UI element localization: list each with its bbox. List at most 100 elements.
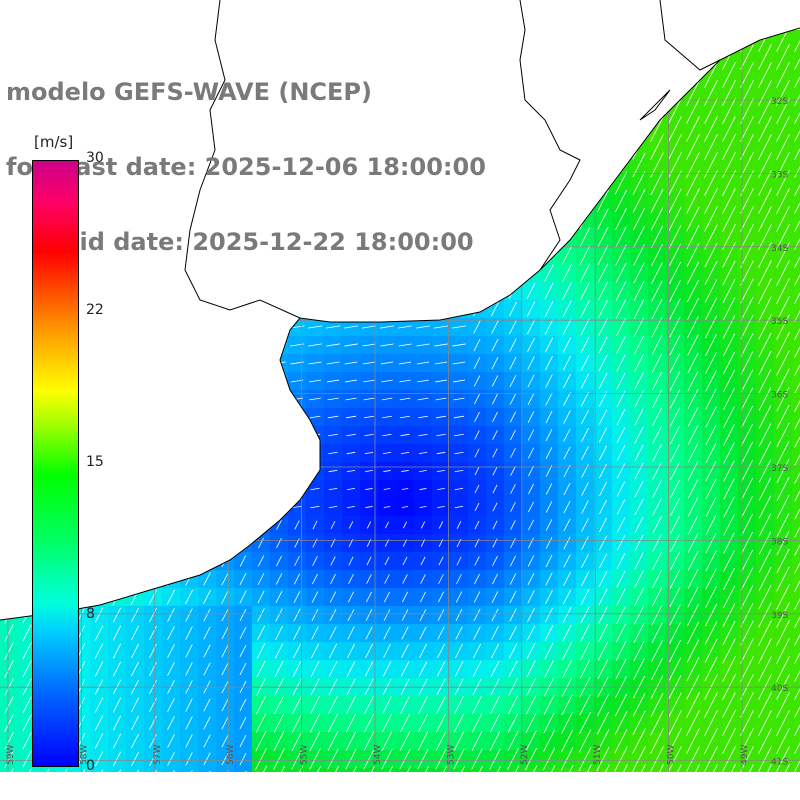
wind-arrow bbox=[366, 521, 372, 529]
wind-arrow bbox=[294, 555, 300, 567]
wind-arrow bbox=[614, 189, 628, 213]
wind-arrow bbox=[492, 556, 498, 566]
wind-arrow bbox=[167, 734, 175, 748]
wind-arrow bbox=[489, 748, 501, 770]
wind-arrow bbox=[345, 731, 357, 751]
wind-cell bbox=[792, 660, 800, 678]
wind-arrow bbox=[381, 731, 393, 751]
wind-arrow bbox=[167, 716, 175, 730]
wind-arrow bbox=[614, 693, 628, 717]
wind-arrow bbox=[185, 626, 193, 640]
wind-arrow bbox=[794, 454, 800, 466]
wind-arrow bbox=[776, 548, 790, 574]
lat-label: 32S bbox=[771, 97, 788, 107]
wind-arrow bbox=[758, 314, 772, 340]
wind-arrow bbox=[670, 533, 680, 553]
wind-arrow bbox=[615, 658, 627, 680]
wind-arrow bbox=[758, 405, 772, 429]
wind-arrow bbox=[563, 410, 571, 424]
wind-arrow bbox=[325, 325, 341, 329]
wind-arrow bbox=[309, 415, 321, 419]
wind-arrow bbox=[527, 411, 535, 423]
wind-arrow bbox=[758, 296, 772, 322]
wind-arrow bbox=[345, 713, 357, 733]
wind-arrow bbox=[704, 603, 718, 627]
wind-arrow bbox=[417, 713, 429, 733]
wind-arrow bbox=[400, 415, 410, 419]
wind-arrow bbox=[239, 662, 247, 676]
wind-arrow bbox=[704, 116, 718, 142]
wind-cell bbox=[792, 66, 800, 84]
wind-arrow bbox=[597, 694, 609, 716]
wind-arrow bbox=[704, 62, 718, 88]
wind-arrow bbox=[203, 589, 211, 605]
wind-arrow bbox=[651, 262, 663, 284]
wind-arrow bbox=[686, 639, 700, 663]
wind-arrow bbox=[401, 626, 409, 640]
wind-arrow bbox=[400, 661, 410, 677]
wind-arrow bbox=[545, 410, 553, 424]
wind-cell bbox=[792, 480, 800, 498]
wind-arrow bbox=[400, 713, 410, 733]
wind-arrow bbox=[741, 531, 753, 555]
wind-arrow bbox=[311, 591, 319, 603]
wind-arrow bbox=[632, 728, 646, 754]
wind-arrow bbox=[668, 746, 682, 772]
wind-arrow bbox=[776, 350, 790, 376]
wind-cell bbox=[792, 498, 800, 516]
wind-arrow bbox=[327, 415, 339, 419]
wind-arrow bbox=[456, 573, 462, 585]
wind-arrow bbox=[545, 590, 553, 604]
wind-arrow bbox=[76, 769, 86, 785]
wind-arrow bbox=[399, 731, 411, 751]
wind-arrow bbox=[436, 661, 446, 677]
wind-arrow bbox=[473, 608, 481, 622]
wind-arrow bbox=[563, 571, 571, 587]
wind-arrow bbox=[705, 333, 717, 357]
wind-arrow bbox=[562, 355, 572, 371]
wind-arrow bbox=[740, 567, 754, 591]
wind-arrow bbox=[686, 188, 700, 214]
wind-arrow bbox=[561, 712, 573, 734]
wind-arrow bbox=[365, 488, 373, 490]
wind-arrow bbox=[492, 484, 498, 494]
wind-arrow bbox=[510, 484, 516, 494]
wind-arrow bbox=[722, 62, 736, 88]
wind-arrow bbox=[527, 429, 535, 441]
wind-arrow bbox=[597, 641, 609, 661]
wind-arrow bbox=[563, 518, 571, 532]
wind-cell bbox=[792, 732, 800, 750]
wind-arrow bbox=[112, 697, 122, 713]
wind-arrow bbox=[687, 515, 699, 535]
wind-arrow bbox=[616, 408, 626, 426]
wind-arrow bbox=[669, 261, 681, 285]
wind-arrow bbox=[723, 388, 735, 410]
lon-label: 56W bbox=[226, 745, 236, 765]
wind-arrow bbox=[221, 734, 229, 748]
wind-arrow bbox=[686, 206, 700, 232]
wind-arrow bbox=[435, 713, 447, 733]
wind-arrow bbox=[112, 607, 122, 623]
wind-arrow bbox=[508, 660, 518, 678]
wind-arrow bbox=[436, 469, 446, 473]
wind-arrow bbox=[776, 278, 790, 304]
wind-arrow bbox=[203, 608, 211, 622]
wind-arrow bbox=[776, 692, 790, 718]
wind-arrow bbox=[704, 656, 718, 682]
wind-arrow bbox=[489, 730, 501, 752]
wind-arrow bbox=[776, 710, 790, 736]
wind-arrow bbox=[545, 483, 553, 495]
wind-arrow bbox=[149, 607, 157, 623]
wind-arrow bbox=[562, 300, 572, 318]
wind-arrow bbox=[650, 207, 664, 231]
wind-arrow bbox=[741, 441, 753, 465]
wind-arrow bbox=[311, 626, 319, 640]
wind-arrow bbox=[597, 245, 609, 265]
wind-arrow bbox=[131, 607, 139, 623]
wind-arrow bbox=[397, 325, 413, 329]
wind-arrow bbox=[221, 644, 229, 658]
wind-arrow bbox=[528, 483, 534, 495]
wind-arrow bbox=[381, 748, 393, 770]
wind-arrow bbox=[704, 134, 718, 160]
